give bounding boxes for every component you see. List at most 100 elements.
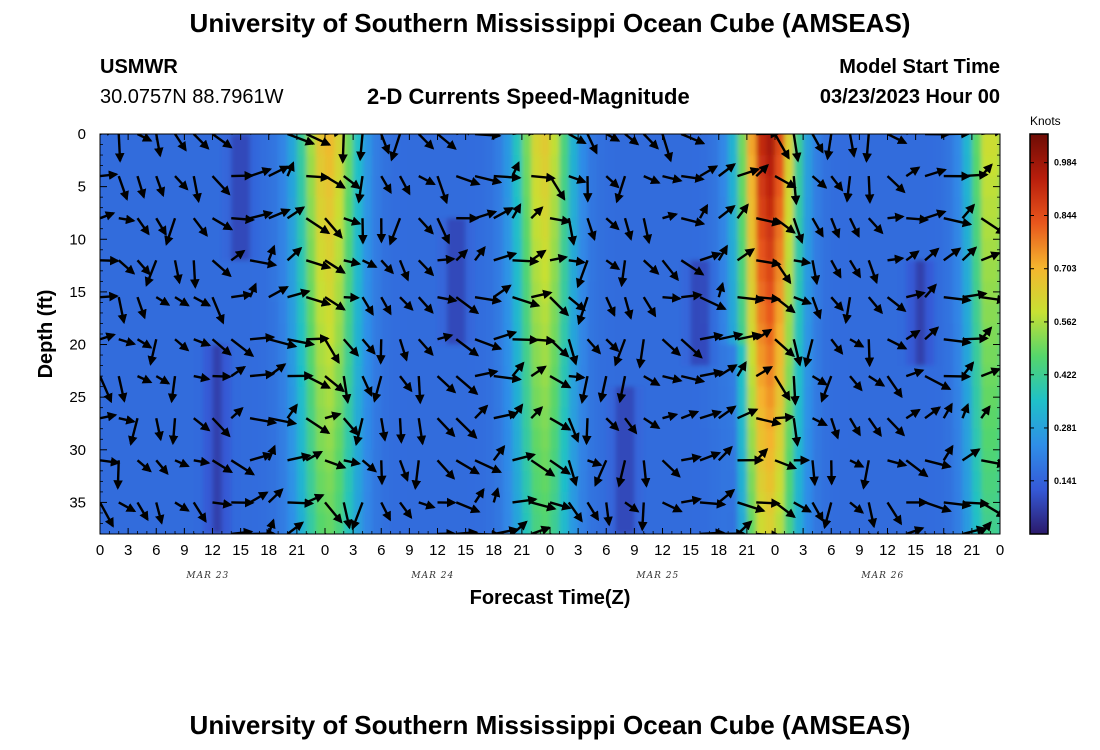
heatmap-cell bbox=[287, 134, 298, 135]
heatmap-cell bbox=[812, 281, 823, 304]
heatmap-cell bbox=[512, 281, 523, 304]
heatmap-cell bbox=[137, 197, 148, 219]
current-vector bbox=[113, 460, 123, 490]
current-vector bbox=[249, 416, 278, 427]
heatmap-cell bbox=[259, 323, 270, 346]
heatmap-cell bbox=[850, 239, 860, 261]
heatmap-cell bbox=[418, 407, 429, 430]
heatmap-cell bbox=[250, 323, 260, 346]
heatmap-cell bbox=[812, 428, 823, 451]
heatmap-cell bbox=[765, 512, 776, 534]
heatmap-cell bbox=[540, 491, 551, 514]
heatmap-cell bbox=[859, 134, 870, 156]
current-vector bbox=[617, 260, 628, 288]
heatmap-cell bbox=[278, 302, 289, 325]
heatmap-cell bbox=[165, 155, 176, 177]
heatmap-cell bbox=[662, 302, 673, 325]
heatmap-cell bbox=[971, 134, 982, 156]
current-vector bbox=[886, 501, 902, 526]
heatmap-cell bbox=[118, 281, 129, 304]
heatmap-cell bbox=[465, 491, 476, 514]
current-vector bbox=[586, 217, 597, 241]
current-vector bbox=[568, 256, 586, 267]
heatmap-cell bbox=[353, 239, 364, 261]
current-vector bbox=[512, 451, 537, 462]
current-vector bbox=[642, 217, 653, 245]
current-vector bbox=[192, 134, 210, 150]
heatmap-cell bbox=[268, 176, 279, 198]
heatmap-cell bbox=[334, 155, 345, 177]
current-vector bbox=[640, 460, 651, 488]
current-vector bbox=[737, 408, 759, 420]
heatmap-cell bbox=[231, 134, 242, 135]
current-vector bbox=[586, 338, 602, 355]
heatmap-cell bbox=[643, 386, 654, 409]
heatmap-cell bbox=[962, 134, 973, 156]
current-vector bbox=[455, 501, 481, 514]
heatmap-cell bbox=[138, 534, 148, 556]
current-vector bbox=[100, 291, 119, 302]
heatmap-cell bbox=[240, 134, 251, 156]
current-vector bbox=[155, 175, 166, 198]
heatmap-cell bbox=[915, 407, 926, 430]
heatmap-cell bbox=[690, 197, 701, 219]
heatmap-cell bbox=[559, 197, 570, 219]
heatmap-cell bbox=[165, 491, 176, 514]
heatmap-cell bbox=[709, 281, 720, 304]
current-vector bbox=[399, 375, 413, 393]
heatmap-cell bbox=[737, 134, 748, 156]
heatmap-cell bbox=[709, 197, 720, 219]
current-vector bbox=[755, 417, 782, 427]
current-vector bbox=[624, 417, 638, 435]
heatmap-cell bbox=[981, 386, 992, 409]
heatmap-cell bbox=[850, 386, 860, 409]
heatmap-cell bbox=[934, 491, 945, 514]
current-vector bbox=[643, 375, 661, 386]
heatmap-cell bbox=[906, 386, 917, 409]
heatmap-cell bbox=[775, 323, 785, 346]
current-vector bbox=[144, 259, 158, 287]
heatmap-cell bbox=[896, 407, 907, 430]
heatmap-cell bbox=[550, 428, 560, 451]
heatmap-cell bbox=[109, 428, 120, 451]
heatmap-cell bbox=[100, 134, 101, 156]
heatmap-cell bbox=[437, 302, 448, 325]
heatmap-cell bbox=[381, 449, 392, 472]
current-vector bbox=[174, 175, 189, 191]
current-vector bbox=[411, 460, 422, 490]
heatmap-cell bbox=[737, 134, 748, 135]
heatmap-cell bbox=[671, 428, 682, 451]
heatmap-cell bbox=[447, 534, 457, 556]
x-tick-label: 21 bbox=[964, 542, 981, 559]
heatmap-cell bbox=[840, 239, 851, 261]
current-vector bbox=[905, 250, 920, 262]
heatmap-cell bbox=[953, 407, 964, 430]
heatmap-cell bbox=[493, 218, 504, 240]
current-vector bbox=[174, 296, 190, 307]
current-vector bbox=[396, 418, 406, 444]
heatmap-cell bbox=[109, 534, 119, 556]
heatmap-cell bbox=[596, 176, 607, 198]
heatmap-cell bbox=[681, 218, 692, 240]
heatmap-cell bbox=[203, 491, 214, 514]
current-vector bbox=[418, 500, 436, 510]
heatmap-cell bbox=[493, 491, 504, 514]
current-vector bbox=[981, 458, 1000, 469]
heatmap-cell bbox=[231, 449, 242, 472]
current-vector bbox=[455, 174, 481, 187]
heatmap-cell bbox=[475, 491, 485, 514]
heatmap-cell bbox=[540, 449, 551, 472]
x-tick-label: 15 bbox=[907, 542, 924, 559]
heatmap-cell bbox=[990, 134, 1000, 135]
heatmap-cell bbox=[756, 197, 767, 219]
x-tick-label: 0 bbox=[546, 542, 554, 559]
heatmap-cell bbox=[146, 512, 157, 534]
current-vector bbox=[212, 371, 233, 382]
current-vector bbox=[737, 134, 740, 135]
heatmap-cell bbox=[690, 218, 701, 240]
heatmap-cell bbox=[784, 470, 795, 493]
heatmap-cell bbox=[540, 239, 551, 261]
heatmap-cell bbox=[146, 134, 157, 156]
heatmap-cell bbox=[325, 260, 335, 282]
current-vector bbox=[755, 366, 774, 378]
